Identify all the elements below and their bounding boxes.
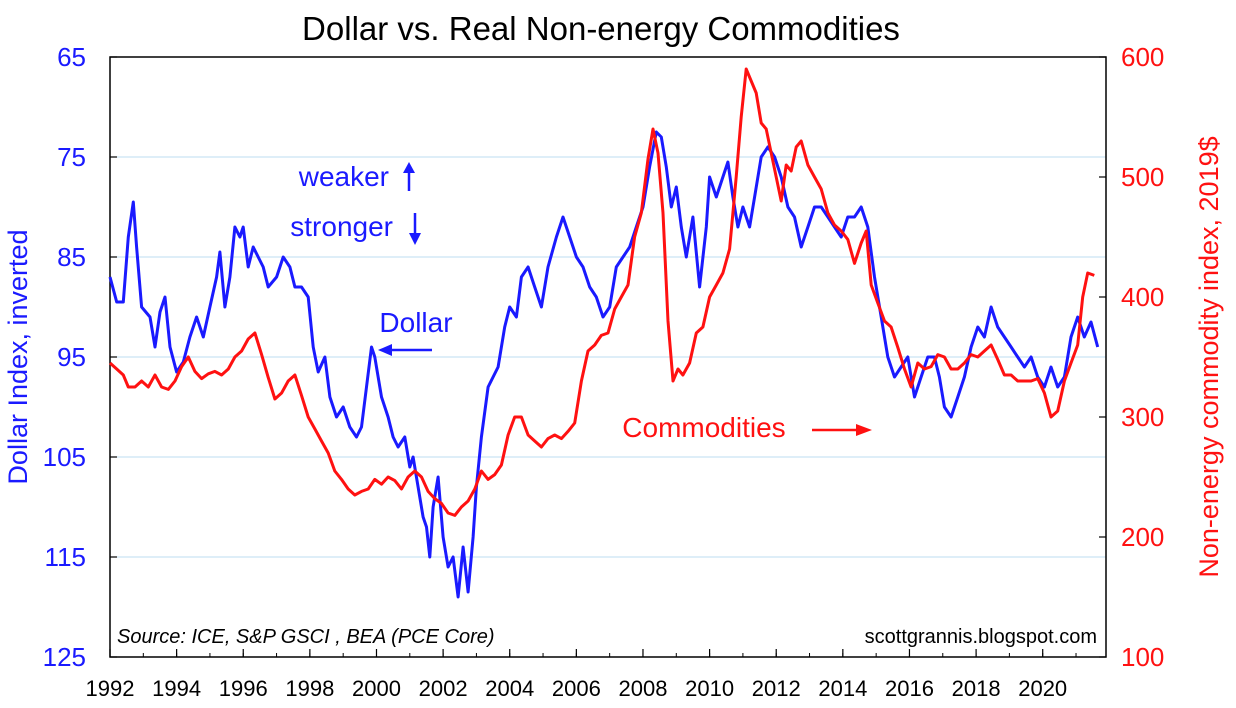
left-tick-label: 95 — [57, 342, 86, 372]
up-arrow-icon — [403, 162, 415, 191]
stronger-label: stronger — [290, 211, 393, 242]
right-tick-label: 100 — [1121, 642, 1164, 672]
chart-title: Dollar vs. Real Non-energy Commodities — [302, 10, 900, 47]
x-tick-label: 2010 — [685, 676, 734, 701]
x-tick-label: 2002 — [419, 676, 468, 701]
credit-note: scottgrannis.blogspot.com — [865, 626, 1097, 648]
right-tick-label: 200 — [1121, 522, 1164, 552]
left-tick-label: 105 — [43, 442, 86, 472]
x-tick-label: 2006 — [552, 676, 601, 701]
commodities-series-label: Commodities — [622, 412, 785, 443]
left-tick-label: 85 — [57, 242, 86, 272]
right-axis-ticks: 100 200 300 400 500 600 — [1099, 42, 1164, 672]
dollar-series-label: Dollar — [379, 307, 452, 338]
x-tick-label: 2020 — [1018, 676, 1067, 701]
x-tick-label: 2000 — [352, 676, 401, 701]
x-tick-label: 2012 — [752, 676, 801, 701]
x-tick-label: 2016 — [885, 676, 934, 701]
left-tick-label: 65 — [57, 42, 86, 72]
right-axis-label: Non-energy commodity index, 2019$ — [1194, 136, 1224, 577]
left-axis-ticks: 65 75 85 95 105 115 125 — [43, 42, 117, 672]
left-axis-label: Dollar Index, inverted — [3, 229, 33, 484]
left-tick-label: 115 — [45, 542, 86, 572]
x-tick-label: 1992 — [86, 676, 135, 701]
right-arrow-icon — [812, 424, 872, 436]
right-tick-label: 400 — [1121, 282, 1164, 312]
x-tick-label: 1996 — [219, 676, 268, 701]
commodities-series-line — [108, 67, 1095, 517]
x-tick-label: 1998 — [285, 676, 334, 701]
dollar-series-line — [108, 130, 1100, 599]
gridlines — [110, 156, 1106, 558]
right-tick-label: 600 — [1121, 42, 1164, 72]
x-tick-label: 2014 — [818, 676, 867, 701]
x-tick-label: 2018 — [952, 676, 1001, 701]
x-tick-label: 1994 — [152, 676, 201, 701]
x-tick-label: 2008 — [619, 676, 668, 701]
x-axis-ticks: 1992 1994 1996 1998 2000 2002 2004 2006 2008 2010… — [86, 649, 1077, 701]
x-tick-label: 2004 — [485, 676, 534, 701]
weaker-label: weaker — [298, 161, 389, 192]
right-tick-label: 300 — [1121, 402, 1164, 432]
down-arrow-icon — [409, 213, 421, 245]
series-lines — [108, 67, 1100, 599]
left-tick-label: 125 — [43, 642, 86, 672]
left-tick-label: 75 — [57, 142, 86, 172]
source-note: Source: ICE, S&P GSCI , BEA (PCE Core) — [117, 626, 495, 648]
left-arrow-icon — [378, 344, 432, 356]
right-tick-label: 500 — [1121, 162, 1164, 192]
